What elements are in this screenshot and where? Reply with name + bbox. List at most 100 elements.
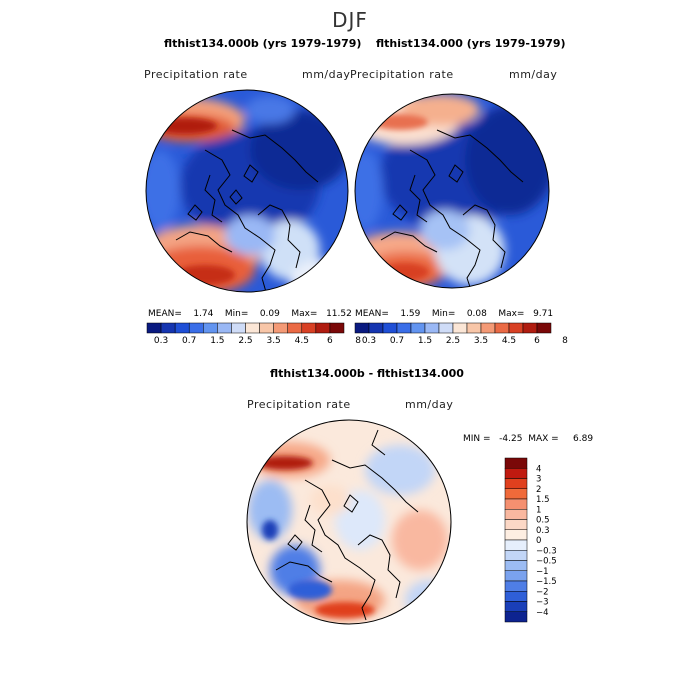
max-value: 6.89 (573, 434, 594, 444)
polar-map-right (354, 93, 550, 289)
colorbar-label: −4 (536, 608, 549, 618)
season-title: DJF (332, 8, 368, 32)
colorbar-swatch (146, 322, 162, 334)
max-value: 9.71 (533, 309, 554, 319)
colorbar-swatch (504, 539, 528, 551)
colorbar-tick-label: 6 (327, 336, 333, 346)
colorbar-swatch (231, 322, 246, 334)
colorbar-swatch (245, 322, 260, 334)
colorbar-tick-label: 4.5 (502, 336, 516, 346)
colorbar-swatch (480, 322, 496, 334)
colorbar-swatch (410, 322, 426, 334)
colorbar-swatch (504, 611, 528, 623)
colorbar-tick-label: 4.5 (295, 336, 309, 346)
min-label: MIN = (463, 434, 491, 444)
colorbar-swatch (504, 498, 528, 510)
colorbar-label: 1.5 (536, 495, 550, 505)
colorbar-swatch (508, 322, 524, 334)
min-value: -4.25 (499, 434, 523, 444)
colorbar-tick-label: 6 (534, 336, 540, 346)
colorbar-right: 0.3 0.7 1.5 2.5 3.5 4.5 6 8 (354, 322, 568, 346)
polar-map-left (145, 89, 349, 293)
colorbar-swatch (203, 322, 218, 334)
difference-variable: Precipitation rate (247, 398, 351, 411)
min-label: Min= (431, 309, 456, 319)
mean-label: MEAN= (148, 309, 182, 319)
colorbar-swatch (522, 322, 538, 334)
colorbar-swatch (315, 322, 331, 334)
colorbar-label: 2 (536, 485, 541, 495)
colorbar-tick-label: 2.5 (446, 336, 460, 346)
colorbar-swatch (259, 322, 274, 334)
min-value: 0.09 (259, 309, 280, 319)
colorbar-label: 0.3 (536, 526, 550, 536)
colorbar-swatch (174, 322, 190, 334)
difference-title: flthist134.000b - flthist134.000 (270, 367, 464, 380)
panel-right-units: mm/day (509, 68, 558, 81)
colorbar-label: −1 (536, 567, 549, 577)
colorbar-swatch (438, 322, 454, 334)
colorbar-swatch (504, 529, 528, 541)
colorbar-swatch (504, 591, 528, 602)
colorbar-tick-label: 0.7 (182, 336, 196, 346)
colorbar-label: −1.5 (536, 577, 557, 587)
colorbar-swatch (301, 322, 317, 334)
panel-left-stats: MEAN= 1.74 Min= 0.09 Max= 11.52 (148, 309, 352, 319)
panel-left-units: mm/day (302, 68, 351, 81)
colorbar-tick-label: 0.3 (154, 336, 168, 346)
polar-map-difference (246, 419, 452, 625)
colorbar-swatch (160, 322, 176, 334)
colorbar-tick-label: 3.5 (266, 336, 280, 346)
colorbar-label: −0.3 (536, 546, 557, 556)
colorbar-label: 1 (536, 505, 541, 515)
max-label: Max= (291, 309, 318, 319)
colorbar-swatch (354, 322, 370, 334)
colorbar-label: 3 (536, 475, 541, 485)
mean-value: 1.74 (193, 309, 214, 319)
max-value: 11.52 (326, 309, 352, 319)
colorbar-swatch (536, 322, 552, 334)
colorbar-swatch (504, 478, 528, 489)
colorbar-swatch (504, 560, 528, 571)
panel-right-title: flthist134.000 (yrs 1979-1979) (376, 37, 566, 50)
colorbar-swatch (396, 322, 412, 334)
colorbar-swatch (494, 322, 510, 334)
colorbar-label: −2 (536, 587, 549, 597)
mean-label: MEAN= (355, 309, 389, 319)
mean-value: 1.59 (400, 309, 421, 319)
colorbar-swatch (273, 322, 288, 334)
panel-right-variable: Precipitation rate (350, 68, 454, 81)
colorbar-label: −0.5 (536, 557, 557, 567)
colorbar-label: 0 (536, 536, 541, 546)
min-label: Min= (224, 309, 249, 319)
difference-minmax: MIN = -4.25 MAX = 6.89 (463, 434, 593, 444)
colorbar-label: 4 (536, 464, 541, 474)
colorbar-tick-label: 1.5 (210, 336, 224, 346)
colorbar-tick-label: 0.3 (362, 336, 376, 346)
colorbar-swatch (504, 580, 528, 592)
colorbar-swatch (368, 322, 384, 334)
colorbar-swatch (504, 488, 528, 500)
colorbar-left: 0.3 0.7 1.5 2.5 3.5 4.5 6 8 (146, 322, 361, 346)
colorbar-tick-label: 1.5 (418, 336, 432, 346)
colorbar-swatch (504, 601, 528, 612)
colorbar-label: 0.5 (536, 516, 550, 526)
colorbar-swatch (504, 468, 528, 479)
max-label: MAX = (528, 434, 559, 444)
colorbar-swatch (504, 509, 528, 520)
colorbar-swatch (452, 322, 468, 334)
colorbar-tick-label: 8 (562, 336, 568, 346)
colorbar-swatch (188, 322, 204, 334)
colorbar-swatch (329, 322, 345, 334)
panel-left-title: flthist134.000b (yrs 1979-1979) (164, 37, 362, 50)
panel-right-stats: MEAN= 1.59 Min= 0.08 Max= 9.71 (355, 309, 553, 319)
colorbar-swatch (504, 570, 528, 582)
max-label: Max= (498, 309, 525, 319)
colorbar-tick-label: 8 (355, 336, 361, 346)
colorbar-swatch (504, 550, 528, 561)
colorbar-tick-label: 0.7 (390, 336, 404, 346)
colorbar-label: −3 (536, 598, 549, 608)
colorbar-swatch (504, 519, 528, 530)
